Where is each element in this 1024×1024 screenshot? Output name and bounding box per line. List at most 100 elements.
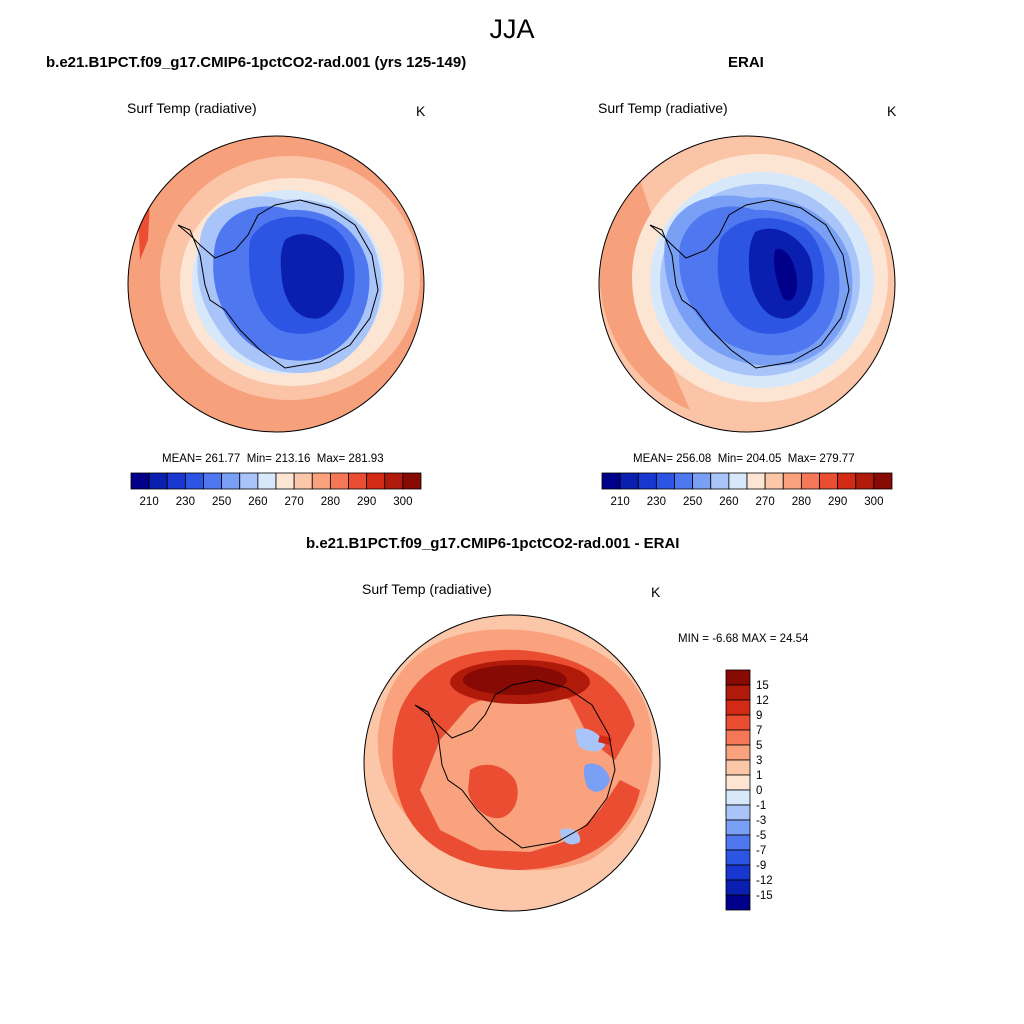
- colorbar-difference-tick-label: -3: [756, 815, 766, 827]
- max-label: Max=: [787, 453, 817, 465]
- colorbar-difference-swatch: [725, 894, 751, 911]
- colorbar-model: 210 230 250 260 270 280 290 300: [130, 472, 422, 508]
- colorbar-erai-swatch: [819, 472, 839, 490]
- colorbar-model-swatch: [348, 472, 368, 490]
- max-label: MAX =: [741, 633, 777, 645]
- panel-1-units-label: K: [416, 103, 426, 119]
- colorbar-erai-tick-label: 260: [719, 496, 738, 508]
- colorbar-erai-swatch: [764, 472, 784, 490]
- min-label: MIN =: [678, 633, 709, 645]
- min-value: -6.68: [712, 633, 739, 645]
- colorbar-difference-tick-label: 12: [756, 695, 769, 707]
- max-value: 281.93: [348, 453, 384, 465]
- colorbar-difference-swatch: [725, 729, 751, 746]
- colorbar-difference-swatch: [725, 744, 751, 761]
- colorbar-model-swatch: [221, 472, 241, 490]
- colorbar-erai-tick-label: 290: [828, 496, 847, 508]
- panel-3-title: b.e21.B1PCT.f09_g17.CMIP6-1pctCO2-rad.00…: [306, 535, 680, 552]
- colorbar-model-swatch: [166, 472, 186, 490]
- panel-3-variable-label: Surf Temp (radiative): [362, 581, 492, 597]
- map-model: [127, 135, 425, 433]
- colorbar-erai-swatch: [674, 472, 694, 490]
- min-value: 204.05: [746, 453, 782, 465]
- mean-label: MEAN=: [633, 453, 673, 465]
- colorbar-erai-swatch: [837, 472, 857, 490]
- colorbar-model-tick-label: 250: [212, 496, 231, 508]
- colorbar-difference-tick-label: -5: [756, 830, 766, 842]
- mean-value: 256.08: [676, 453, 712, 465]
- colorbar-difference-tick-label: 15: [756, 680, 769, 692]
- panel-2-units-label: K: [887, 103, 897, 119]
- colorbar-model-swatch: [384, 472, 404, 490]
- colorbar-model-swatch: [329, 472, 349, 490]
- colorbar-model-tick-label: 260: [248, 496, 267, 508]
- colorbar-model-tick-label: 270: [285, 496, 304, 508]
- colorbar-model-swatch: [239, 472, 259, 490]
- colorbar-erai-tick-label: 230: [647, 496, 666, 508]
- colorbar-difference-tick-label: -15: [756, 890, 773, 902]
- colorbar-difference-swatch: [725, 849, 751, 866]
- colorbar-difference-swatch: [725, 759, 751, 776]
- colorbar-erai-swatch: [800, 472, 820, 490]
- colorbar-difference-swatch: [725, 879, 751, 896]
- min-label: Min=: [246, 453, 272, 465]
- colorbar-erai-swatch: [601, 472, 621, 490]
- colorbar-difference-tick-label: -12: [756, 875, 773, 887]
- panel-3-stats: MIN = -6.68 MAX = 24.54: [678, 633, 808, 645]
- colorbar-model-swatch: [257, 472, 277, 490]
- colorbar-erai: 210 230 250 260 270 280 290 300: [601, 472, 893, 508]
- colorbar-erai-swatch: [692, 472, 712, 490]
- mean-value: 261.77: [205, 453, 241, 465]
- colorbar-difference-swatch: [725, 699, 751, 716]
- colorbar-difference-tick-label: -9: [756, 860, 766, 872]
- colorbar-erai-swatch: [855, 472, 875, 490]
- map-difference: [363, 614, 661, 912]
- colorbar-erai-swatch: [637, 472, 657, 490]
- figure-title: JJA: [489, 14, 535, 44]
- colorbar-erai-tick-label: 280: [792, 496, 811, 508]
- max-label: Max=: [316, 453, 346, 465]
- colorbar-difference-tick-label: 9: [756, 710, 762, 722]
- colorbar-erai-swatch: [728, 472, 748, 490]
- max-value: 24.54: [779, 633, 809, 645]
- colorbar-erai-swatch: [782, 472, 802, 490]
- colorbar-model-swatch: [184, 472, 204, 490]
- colorbar-difference-swatch: [725, 684, 751, 701]
- panel-1-variable-label: Surf Temp (radiative): [127, 100, 257, 116]
- colorbar-difference-tick-label: -1: [756, 800, 766, 812]
- colorbar-difference-tick-label: 7: [756, 725, 762, 737]
- colorbar-erai-tick-label: 250: [683, 496, 702, 508]
- colorbar-model-swatch: [366, 472, 386, 490]
- colorbar-difference-swatch: [725, 804, 751, 821]
- colorbar-erai-swatch: [710, 472, 730, 490]
- colorbar-difference-swatch: [725, 774, 751, 791]
- colorbar-difference-swatch: [725, 669, 751, 686]
- colorbar-erai-swatch: [619, 472, 639, 490]
- colorbar-model-swatch: [148, 472, 168, 490]
- colorbar-difference-tick-label: 3: [756, 755, 762, 767]
- colorbar-model-swatch: [293, 472, 313, 490]
- colorbar-difference-swatch: [725, 864, 751, 881]
- panel-2-variable-label: Surf Temp (radiative): [598, 100, 728, 116]
- mean-label: MEAN=: [162, 453, 202, 465]
- colorbar-model-tick-label: 290: [357, 496, 376, 508]
- colorbar-model-swatch: [402, 472, 422, 490]
- panel-2-title: ERAI: [728, 54, 764, 71]
- colorbar-difference-swatch: [725, 789, 751, 806]
- colorbar-difference-tick-label: -7: [756, 845, 766, 857]
- colorbar-difference-tick-label: 0: [756, 785, 762, 797]
- panel-1-title: b.e21.B1PCT.f09_g17.CMIP6-1pctCO2-rad.00…: [46, 54, 467, 71]
- colorbar-erai-tick-label: 300: [864, 496, 883, 508]
- min-label: Min=: [717, 453, 743, 465]
- colorbar-difference-tick-label: 5: [756, 740, 762, 752]
- colorbar-model-swatch: [311, 472, 331, 490]
- colorbar-difference-swatch: [725, 819, 751, 836]
- colorbar-model-swatch: [203, 472, 223, 490]
- colorbar-difference-swatch: [725, 834, 751, 851]
- colorbar-model-swatch: [130, 472, 150, 490]
- colorbar-erai-swatch: [746, 472, 766, 490]
- colorbar-difference-tick-label: 1: [756, 770, 762, 782]
- colorbar-erai-tick-label: 270: [756, 496, 775, 508]
- colorbar-model-tick-label: 280: [321, 496, 340, 508]
